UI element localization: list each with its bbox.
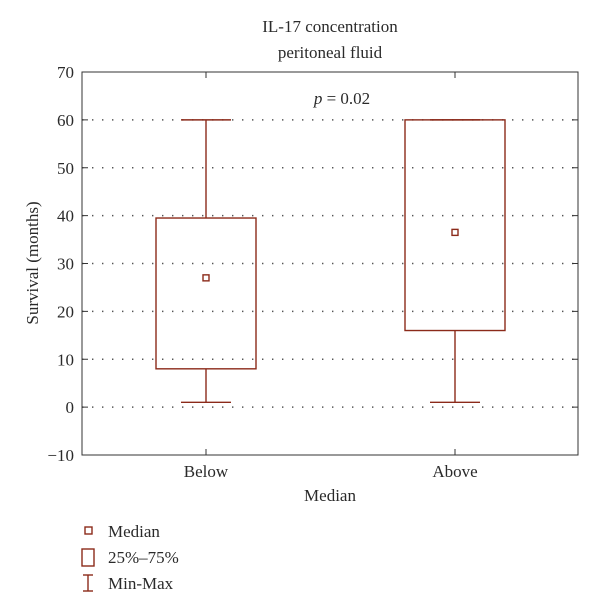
y-axis: −10 0 10 20 30 40 50 60 70 xyxy=(47,63,578,465)
y-tick-label: 10 xyxy=(57,350,74,369)
p-value-text: = 0.02 xyxy=(322,89,370,108)
legend-label: Min-Max xyxy=(108,574,174,593)
legend-item-whisker: Min-Max xyxy=(83,574,174,593)
x-axis: Below Above xyxy=(184,72,478,481)
x-tick-label: Above xyxy=(432,462,477,481)
box-iqr xyxy=(404,119,506,332)
chart-subtitle: peritoneal fluid xyxy=(278,43,383,62)
median-marker xyxy=(451,228,459,237)
chart-title: IL-17 concentration xyxy=(262,17,398,36)
x-axis-label: Median xyxy=(304,486,356,505)
y-tick-label: 30 xyxy=(57,255,74,274)
x-tick-label: Below xyxy=(184,462,229,481)
legend-item-median: Median xyxy=(84,522,160,541)
p-value-symbol: p xyxy=(313,89,323,108)
y-tick-label: 60 xyxy=(57,111,74,130)
box-iqr xyxy=(155,217,257,370)
legend-label: 25%–75% xyxy=(108,548,179,567)
y-tick-label: 0 xyxy=(66,398,75,417)
y-tick-label: 20 xyxy=(57,302,74,321)
y-tick-label: 50 xyxy=(57,159,74,178)
p-value-annotation: p = 0.02 xyxy=(313,89,370,108)
box-series xyxy=(155,119,506,404)
median-marker xyxy=(202,274,210,282)
legend-median-symbol xyxy=(84,526,93,535)
y-tick-label: −10 xyxy=(47,446,74,465)
y-axis-label: Survival (months) xyxy=(23,201,42,324)
legend-label: Median xyxy=(108,522,160,541)
legend-box-symbol xyxy=(81,548,95,567)
box-below xyxy=(155,119,257,404)
box-above xyxy=(404,119,506,404)
y-tick-label: 70 xyxy=(57,63,74,82)
legend-item-box: 25%–75% xyxy=(81,548,179,567)
legend: Median 25%–75% Min-Max xyxy=(81,522,179,593)
y-tick-label: 40 xyxy=(57,207,74,226)
